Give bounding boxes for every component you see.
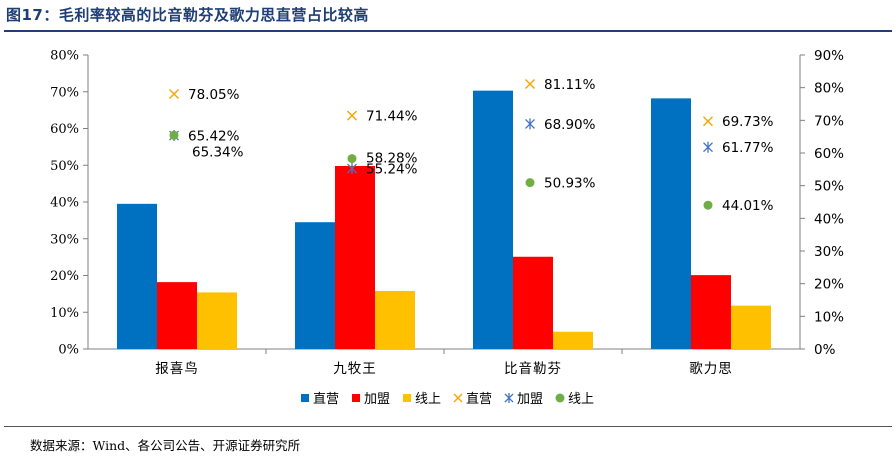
title-divider [4,30,892,32]
marker-dot-歌力思 [703,200,713,210]
legend-label-5: 线上 [568,392,594,407]
right-tick-label: 90% [814,48,844,64]
left-tick-label: 60% [50,122,79,137]
data-label-dot-报喜鸟: 65.42% [188,128,240,144]
right-tick-label: 80% [814,81,844,97]
left-tick-label: 70% [50,85,79,100]
bar-加盟-比音勒芬 [513,256,553,349]
marker-star-九牧王 [347,163,357,175]
legend-label-2: 线上 [415,392,441,407]
legend-swatch-4 [504,393,514,403]
bar-加盟-歌力思 [691,275,731,349]
right-tick-label: 30% [814,244,844,260]
data-label-x-报喜鸟: 78.05% [188,87,240,103]
legend-swatch-5 [555,393,565,403]
legend-label-1: 加盟 [364,392,390,407]
bar-线上-报喜鸟 [197,292,237,349]
bar-加盟-报喜鸟 [157,282,197,349]
data-label-star-九牧王: 55.24% [366,162,418,178]
marker-x-报喜鸟 [169,89,179,100]
left-tick-label: 80% [50,49,79,64]
bar-直营-歌力思 [651,98,691,350]
bar-直营-比音勒芬 [473,90,513,350]
bar-线上-比音勒芬 [553,331,593,349]
data-label-star-歌力思: 61.77% [722,140,774,156]
source-note: 数据来源：Wind、各公司公告、开源证券研究所 [30,438,301,453]
category-label: 比音勒芬 [504,360,562,377]
data-label-x-比音勒芬: 81.11% [544,77,596,93]
right-tick-label: 40% [814,211,844,227]
right-tick-label: 10% [814,309,844,325]
right-tick-label: 60% [814,146,844,162]
marker-dot-九牧王 [347,154,357,164]
bar-加盟-九牧王 [335,165,375,349]
data-label-x-歌力思: 69.73% [722,114,774,130]
bar-线上-九牧王 [375,290,415,349]
data-label-star-比音勒芬: 68.90% [544,117,596,133]
legend-swatch-2 [403,394,411,402]
legend-label-0: 直营 [313,392,339,407]
marker-x-比音勒芬 [525,79,535,90]
marker-x-九牧王 [347,110,357,121]
bar-线上-歌力思 [731,305,771,349]
legend-label-4: 加盟 [517,392,543,407]
data-label-dot-比音勒芬: 50.93% [544,176,596,192]
marker-star-比音勒芬 [525,118,535,130]
marker-star-歌力思 [703,141,713,153]
data-label-dot-九牧王: 58.28% [366,151,418,167]
left-tick-label: 30% [50,232,79,247]
category-label: 歌力思 [689,361,733,377]
data-label-dot-歌力思: 44.01% [722,198,774,214]
marker-dot-报喜鸟 [169,130,179,140]
data-label-star-报喜鸟: 65.34% [192,145,244,161]
legend-swatch-3 [453,393,463,403]
right-tick-label: 50% [814,179,844,195]
left-tick-label: 10% [50,306,79,321]
chart-title: 图17：毛利率较高的比音勒芬及歌力思直营占比较高 [6,6,369,24]
right-tick-label: 0% [814,342,836,358]
category-label: 报喜鸟 [155,361,199,377]
legend-swatch-1 [352,394,360,402]
marker-x-歌力思 [703,116,713,127]
legend-swatch-0 [301,394,309,402]
legend-label-3: 直营 [466,392,492,407]
bar-直营-报喜鸟 [117,203,157,349]
left-tick-label: 50% [50,159,79,174]
right-tick-label: 20% [814,277,844,293]
left-tick-label: 20% [50,269,79,284]
bar-直营-九牧王 [295,222,335,349]
left-tick-label: 40% [50,196,79,211]
category-label: 九牧王 [333,361,377,377]
left-tick-label: 0% [58,343,79,358]
marker-dot-比音勒芬 [525,178,535,188]
data-label-x-九牧王: 71.44% [366,109,418,125]
source-divider [4,426,892,427]
bar-chart: 0% 10% 20% 30% 40% 50% 60% 70% 80% 0% 10% 20% 30% 40%… [50,48,844,407]
right-tick-label: 70% [814,113,844,129]
